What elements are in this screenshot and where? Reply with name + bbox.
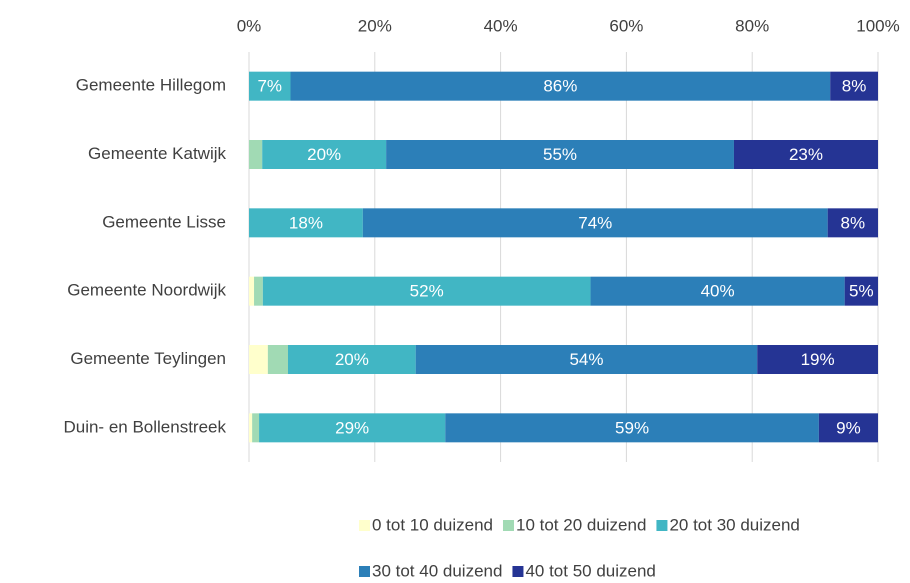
- data-label: 23%: [789, 145, 823, 164]
- data-label: 5%: [849, 282, 874, 301]
- legend-label: 20 tot 30 duizend: [669, 515, 799, 534]
- legend-swatch: [512, 566, 524, 577]
- x-tick-label: 0%: [237, 16, 262, 35]
- bar-segment: [733, 140, 878, 169]
- data-label: 19%: [801, 350, 835, 369]
- bar-segment: [259, 413, 446, 443]
- legend-label: 40 tot 50 duizend: [525, 561, 655, 580]
- legend-label: 0 tot 10 duizend: [372, 515, 493, 534]
- bar-segment: [249, 71, 291, 101]
- legend-swatch: [502, 520, 514, 531]
- y-tick-label: Gemeente Hillegom: [76, 76, 226, 95]
- bar-segment: [590, 276, 845, 306]
- bar-segment: [445, 413, 819, 443]
- data-label: 86%: [543, 77, 577, 96]
- x-tick-label: 100%: [856, 16, 899, 35]
- y-tick-label: Gemeente Katwijk: [88, 144, 226, 163]
- y-tick-label: Gemeente Noordwijk: [67, 281, 226, 300]
- data-label: 8%: [842, 77, 867, 96]
- legend-label: 10 tot 20 duizend: [516, 515, 646, 534]
- bar-segment: [818, 413, 878, 443]
- bar-segment: [252, 413, 260, 443]
- bar-segment: [262, 140, 387, 169]
- x-tick-label: 20%: [358, 16, 392, 35]
- legend-swatch: [359, 520, 370, 531]
- data-label: 20%: [307, 145, 341, 164]
- legend-swatch: [359, 566, 370, 577]
- data-label: 52%: [410, 282, 444, 301]
- y-tick-label: Gemeente Teylingen: [70, 349, 226, 368]
- bar-segment: [254, 276, 263, 306]
- data-label: 20%: [335, 350, 369, 369]
- bar-segment: [415, 345, 758, 374]
- bar-segment: [287, 345, 416, 374]
- data-label: 18%: [289, 213, 323, 232]
- x-tick-label: 80%: [735, 16, 769, 35]
- bar-segment: [249, 276, 255, 306]
- data-label: 9%: [836, 418, 861, 437]
- bar-segment: [844, 276, 878, 306]
- legend-label: 30 tot 40 duizend: [372, 561, 502, 580]
- data-label: 55%: [543, 145, 577, 164]
- data-label: 40%: [701, 282, 735, 301]
- bar-segment: [362, 208, 828, 238]
- legend-swatch: [656, 520, 668, 531]
- bar-segment: [249, 345, 268, 374]
- y-tick-label: Duin- en Bollenstreek: [63, 417, 226, 436]
- x-tick-label: 40%: [484, 16, 518, 35]
- data-label: 8%: [841, 213, 866, 232]
- x-tick-label: 60%: [609, 16, 643, 35]
- bar-segment: [830, 71, 878, 101]
- bar-segment: [249, 140, 263, 169]
- bar-segment: [249, 208, 363, 238]
- bar-segment: [249, 413, 253, 443]
- bar-segment: [262, 276, 591, 306]
- bar-segment: [757, 345, 878, 374]
- bar-segment: [827, 208, 878, 238]
- bar-segment: [267, 345, 288, 374]
- data-label: 29%: [335, 418, 369, 437]
- data-label: 7%: [257, 77, 282, 96]
- bar-segment: [290, 71, 831, 101]
- bar-segment: [386, 140, 734, 169]
- data-label: 59%: [615, 418, 649, 437]
- data-label: 74%: [578, 213, 612, 232]
- data-label: 54%: [569, 350, 603, 369]
- y-tick-label: Gemeente Lisse: [102, 212, 226, 231]
